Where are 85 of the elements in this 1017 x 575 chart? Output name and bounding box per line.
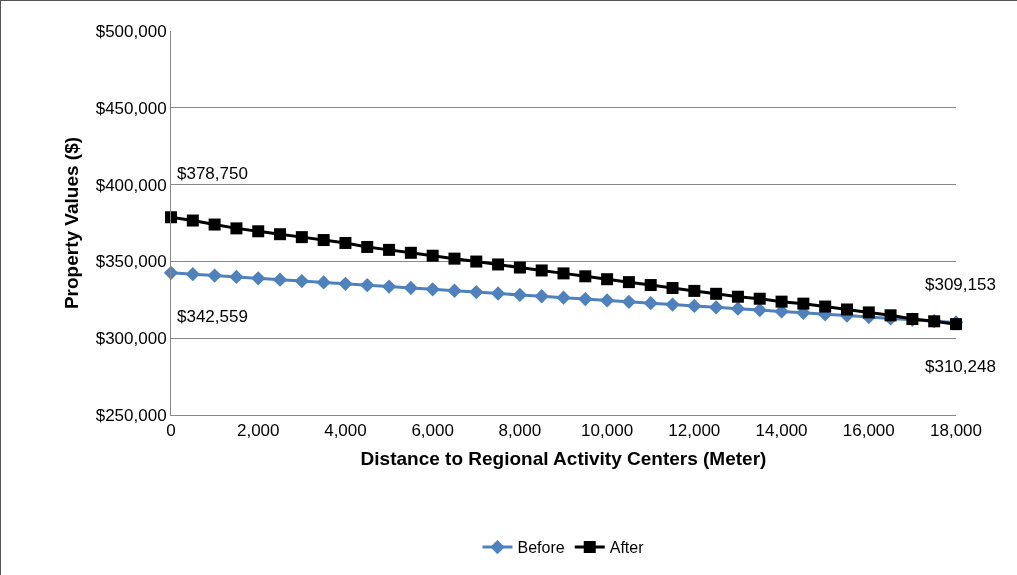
- point: [666, 281, 679, 294]
- point: [797, 297, 810, 310]
- y-tick-label: $250,000: [95, 405, 167, 425]
- point: [469, 284, 484, 300]
- point: [425, 282, 440, 297]
- point: [448, 252, 461, 265]
- point: [578, 291, 593, 307]
- point: [317, 234, 330, 247]
- point: [535, 264, 548, 277]
- y-tick-label: $400,000: [95, 175, 167, 195]
- point: [490, 286, 506, 301]
- point: [775, 295, 788, 308]
- point: [708, 300, 724, 315]
- point: [295, 231, 308, 244]
- annotation: $378,750: [177, 164, 248, 183]
- point: [688, 284, 701, 297]
- point: [230, 222, 243, 235]
- y-tick-label: $300,000: [95, 329, 167, 349]
- point: [884, 309, 897, 322]
- y-axis-title: Property Values ($): [60, 136, 82, 310]
- point: [534, 289, 549, 304]
- x-tick-label: 14,000: [755, 421, 808, 441]
- x-tick-label: 0: [166, 421, 176, 441]
- point: [513, 261, 526, 274]
- y-tick-label: $450,000: [95, 98, 167, 118]
- point: [186, 214, 199, 227]
- point: [601, 273, 614, 286]
- point: [274, 228, 287, 241]
- x-tick-label: 4,000: [324, 421, 367, 441]
- point: [492, 258, 505, 271]
- annotation: $309,153: [925, 275, 996, 294]
- point: [470, 255, 483, 268]
- point: [447, 283, 462, 298]
- point: [229, 269, 244, 285]
- point: [840, 303, 853, 316]
- point: [252, 225, 265, 238]
- point: [752, 302, 767, 318]
- point: [360, 278, 375, 293]
- y-tick-label: $350,000: [95, 252, 167, 272]
- point: [361, 240, 374, 253]
- legend-label: After: [609, 539, 645, 557]
- point: [556, 290, 571, 305]
- point: [621, 294, 637, 309]
- point: [710, 287, 723, 300]
- x-axis-title: Distance to Regional Activity Centers (Meter): [360, 448, 767, 470]
- point: [512, 287, 528, 303]
- point: [753, 292, 766, 305]
- point: [338, 276, 353, 291]
- point: [599, 293, 615, 308]
- annotation: $342,559: [177, 307, 248, 326]
- y-tick-label: $500,000: [95, 21, 167, 41]
- point: [404, 246, 417, 259]
- point: [208, 218, 221, 231]
- point: [339, 236, 352, 249]
- point: [185, 267, 200, 282]
- point: [643, 296, 658, 311]
- x-tick-label: 10,000: [581, 421, 634, 441]
- x-tick-label: 12,000: [668, 421, 721, 441]
- point: [862, 306, 875, 319]
- point: [294, 273, 309, 289]
- x-tick-label: 18,000: [930, 421, 982, 441]
- point: [426, 249, 439, 262]
- point: [403, 280, 419, 296]
- point: [316, 275, 331, 290]
- point: [665, 297, 680, 312]
- point: [207, 268, 222, 283]
- point: [381, 279, 397, 294]
- point: [687, 298, 702, 314]
- point: [251, 271, 266, 286]
- point: [730, 301, 746, 316]
- point: [579, 270, 592, 283]
- point: [644, 279, 657, 292]
- x-tick-label: 16,000: [842, 421, 895, 441]
- point: [819, 300, 832, 313]
- annotation: $310,248: [925, 357, 996, 376]
- legend-label: Before: [517, 539, 565, 557]
- x-tick-label: 6,000: [411, 421, 454, 441]
- point: [383, 243, 396, 256]
- point: [165, 211, 177, 224]
- point: [272, 272, 288, 287]
- point: [731, 290, 744, 303]
- x-tick-label: 2,000: [236, 421, 280, 441]
- point: [622, 276, 635, 289]
- point: [557, 267, 570, 280]
- x-tick-label: 8,000: [498, 421, 542, 441]
